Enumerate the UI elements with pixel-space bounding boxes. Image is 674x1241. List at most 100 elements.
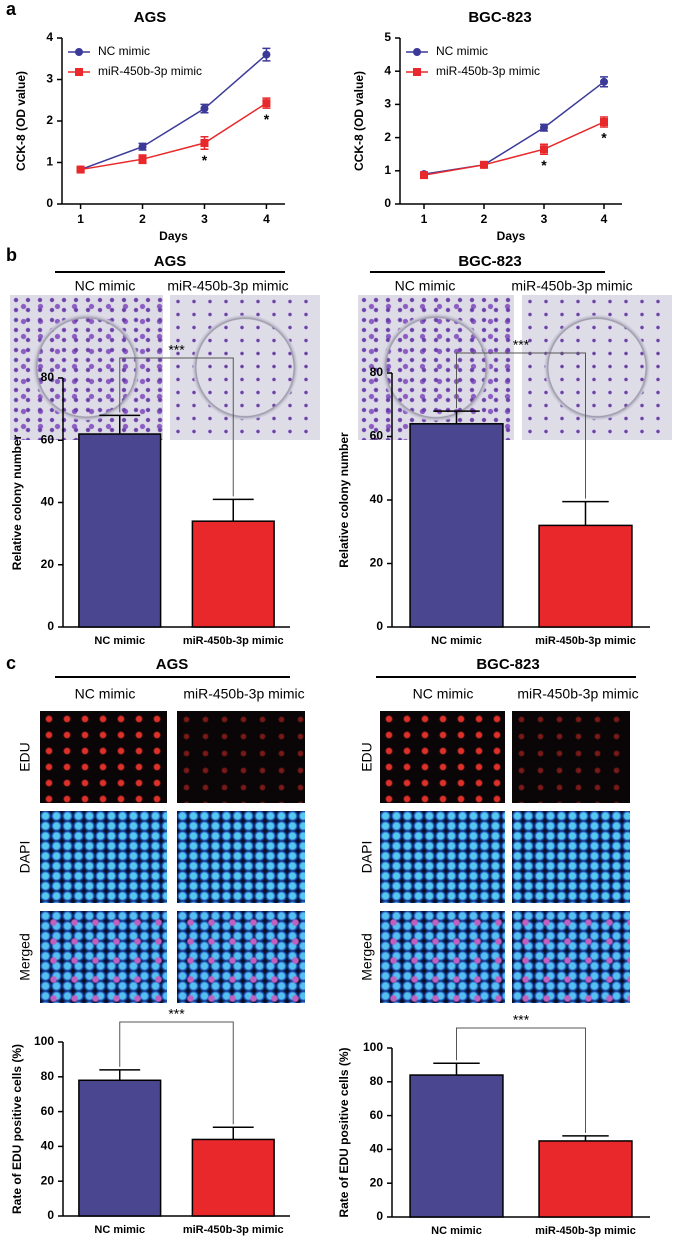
y-tick-label: 0 bbox=[46, 196, 53, 210]
error-bar bbox=[433, 1062, 480, 1076]
point bbox=[600, 117, 608, 126]
point bbox=[138, 142, 147, 151]
row-label: DAPI bbox=[17, 841, 33, 874]
y-tick-label: 4 bbox=[384, 63, 391, 77]
point bbox=[200, 104, 209, 113]
error-bar bbox=[212, 498, 254, 522]
x-tick-label: NC mimic bbox=[431, 1225, 482, 1237]
group-title: BGC-823 bbox=[458, 253, 521, 270]
significance: *** bbox=[513, 1012, 530, 1028]
edu-image bbox=[512, 711, 630, 803]
y-tick-label: 60 bbox=[370, 429, 384, 443]
y-tick-label: 0 bbox=[47, 619, 54, 633]
legend-marker bbox=[75, 48, 83, 56]
x-tick-label: 2 bbox=[139, 212, 146, 226]
significance: *** bbox=[168, 342, 185, 358]
y-tick-label: 2 bbox=[384, 130, 391, 144]
y-tick-label: 80 bbox=[41, 370, 55, 384]
y-axis-label: Rate of EDU positive cells (%) bbox=[337, 1047, 351, 1217]
x-tick-label: miR-450b-3p mimic bbox=[535, 635, 636, 647]
significance: *** bbox=[168, 1006, 185, 1022]
y-tick-label: 80 bbox=[370, 1074, 384, 1088]
x-tick-label: miR-450b-3p mimic bbox=[535, 1225, 636, 1237]
significance-bracket bbox=[456, 352, 586, 499]
panel-label: a bbox=[6, 0, 17, 19]
x-tick-label: NC mimic bbox=[94, 1224, 145, 1236]
series-line bbox=[423, 121, 605, 176]
y-tick-label: 40 bbox=[370, 1142, 384, 1156]
column-header: NC mimic bbox=[75, 278, 136, 294]
significance-bracket bbox=[119, 1021, 234, 1125]
row-label: EDU bbox=[17, 742, 33, 772]
x-tick-label: 4 bbox=[263, 212, 270, 226]
dapi-image bbox=[380, 811, 505, 903]
group-title: AGS bbox=[154, 253, 187, 270]
y-tick-label: 20 bbox=[41, 557, 55, 571]
y-tick-label: 0 bbox=[47, 1208, 54, 1222]
group-title: BGC-823 bbox=[476, 656, 539, 673]
edu-image bbox=[380, 711, 505, 803]
y-tick-label: 40 bbox=[370, 492, 384, 506]
colony-image bbox=[358, 295, 514, 440]
point bbox=[138, 155, 147, 164]
error-bar bbox=[99, 414, 141, 435]
panel-label: b bbox=[6, 245, 17, 265]
x-tick-label: 4 bbox=[601, 212, 608, 226]
merged-image bbox=[380, 911, 505, 1003]
series-line bbox=[80, 54, 267, 171]
bar bbox=[191, 520, 275, 628]
edu-image bbox=[40, 711, 167, 803]
y-tick-label: 100 bbox=[34, 1034, 54, 1048]
column-header: miR-450b-3p mimic bbox=[183, 686, 304, 702]
y-tick-label: 0 bbox=[376, 1209, 383, 1223]
y-tick-label: 60 bbox=[370, 1108, 384, 1122]
legend-label: miR-450b-3p mimic bbox=[98, 64, 202, 78]
y-tick-label: 3 bbox=[46, 72, 53, 86]
legend-label: NC mimic bbox=[98, 44, 150, 58]
bar bbox=[191, 1138, 275, 1217]
bar bbox=[78, 433, 162, 628]
y-tick-label: 20 bbox=[370, 556, 384, 570]
column-header: NC mimic bbox=[75, 686, 136, 702]
row-label: Merged bbox=[17, 933, 33, 980]
colony-image bbox=[10, 295, 163, 440]
x-tick-label: 3 bbox=[201, 212, 208, 226]
y-tick-label: 80 bbox=[370, 365, 384, 379]
y-tick-label: 2 bbox=[46, 113, 53, 127]
y-tick-label: 40 bbox=[41, 1139, 55, 1153]
bar bbox=[538, 524, 633, 628]
significance: *** bbox=[513, 337, 530, 353]
error-bar bbox=[99, 1069, 141, 1081]
merged-image bbox=[512, 911, 630, 1003]
merged-image bbox=[177, 911, 305, 1003]
legend-label: NC mimic bbox=[436, 44, 488, 58]
error-bar bbox=[433, 410, 480, 424]
dapi-image bbox=[40, 811, 167, 903]
legend-label: miR-450b-3p mimic bbox=[436, 64, 540, 78]
y-tick-label: 3 bbox=[384, 97, 391, 111]
annotation: * bbox=[202, 152, 208, 168]
row-label: DAPI bbox=[359, 841, 375, 874]
dapi-image bbox=[177, 811, 305, 903]
y-tick-label: 20 bbox=[41, 1173, 55, 1187]
colony-image bbox=[170, 295, 320, 440]
point bbox=[540, 123, 548, 132]
error-bar bbox=[562, 1135, 609, 1141]
column-header: miR-450b-3p mimic bbox=[511, 278, 632, 294]
point bbox=[480, 160, 488, 169]
y-tick-label: 60 bbox=[41, 432, 55, 446]
y-tick-label: 1 bbox=[46, 155, 53, 169]
x-tick-label: 2 bbox=[481, 212, 488, 226]
merged-image bbox=[40, 911, 167, 1003]
y-tick-label: 4 bbox=[46, 30, 53, 44]
point bbox=[76, 165, 85, 174]
colony-image bbox=[522, 295, 672, 440]
point bbox=[540, 145, 548, 154]
y-axis-label: Rate of EDU positive cells (%) bbox=[10, 1044, 24, 1214]
y-tick-label: 20 bbox=[370, 1175, 384, 1189]
x-tick-label: 1 bbox=[421, 212, 428, 226]
annotation: * bbox=[541, 157, 547, 173]
bar bbox=[409, 423, 504, 628]
column-header: NC mimic bbox=[413, 686, 474, 702]
column-header: miR-450b-3p mimic bbox=[517, 686, 638, 702]
